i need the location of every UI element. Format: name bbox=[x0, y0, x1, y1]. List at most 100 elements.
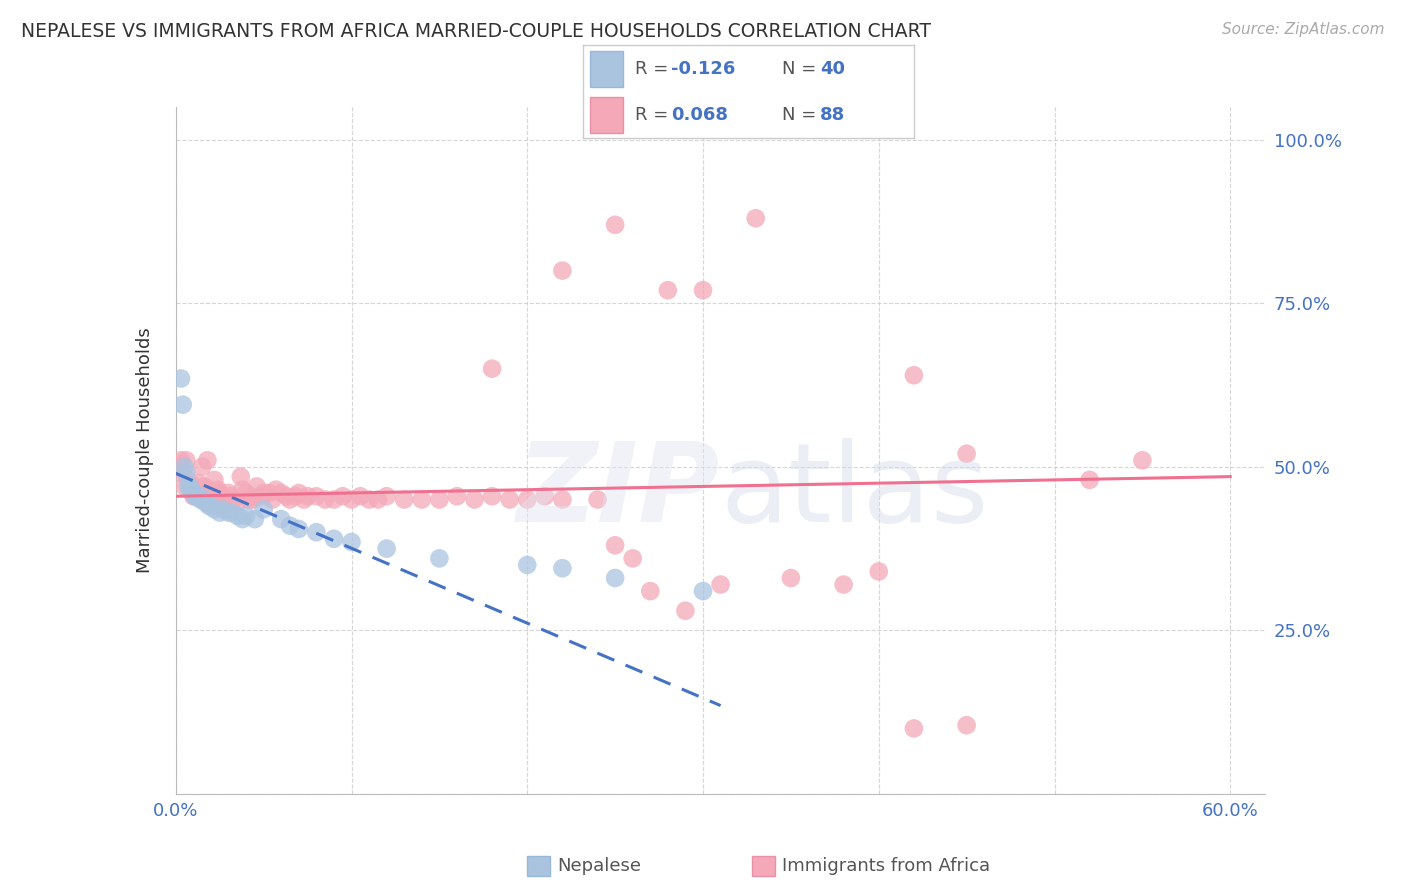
Point bbox=[212, 492, 235, 507]
Point bbox=[586, 492, 609, 507]
Point bbox=[605, 571, 627, 585]
Text: -0.126: -0.126 bbox=[671, 60, 735, 78]
Point bbox=[551, 561, 574, 575]
Point bbox=[868, 565, 890, 579]
Point bbox=[340, 492, 363, 507]
Point bbox=[194, 489, 217, 503]
Point bbox=[217, 506, 239, 520]
Point bbox=[257, 486, 280, 500]
Point bbox=[832, 577, 855, 591]
Point bbox=[221, 506, 243, 520]
Point bbox=[226, 496, 249, 510]
Point bbox=[446, 489, 468, 503]
Point bbox=[180, 483, 202, 497]
Text: N =: N = bbox=[782, 60, 821, 78]
Point bbox=[207, 483, 229, 497]
Point bbox=[179, 479, 201, 493]
Point bbox=[198, 483, 221, 497]
Point bbox=[551, 492, 574, 507]
Point bbox=[278, 518, 301, 533]
Point bbox=[201, 492, 224, 507]
Point bbox=[779, 571, 801, 585]
Point bbox=[745, 211, 768, 226]
Point bbox=[349, 489, 371, 503]
Point bbox=[288, 522, 311, 536]
Point bbox=[222, 492, 245, 507]
Point bbox=[903, 722, 925, 736]
Point bbox=[184, 489, 207, 503]
Point bbox=[231, 512, 254, 526]
Text: R =: R = bbox=[634, 106, 673, 124]
Point bbox=[692, 283, 714, 297]
Point bbox=[169, 459, 191, 474]
Point bbox=[292, 492, 315, 507]
Point bbox=[219, 489, 242, 503]
Point bbox=[172, 467, 194, 481]
Point bbox=[323, 492, 346, 507]
Point bbox=[427, 492, 450, 507]
Point bbox=[464, 492, 486, 507]
Point bbox=[270, 486, 292, 500]
Point bbox=[193, 479, 215, 493]
Text: Source: ZipAtlas.com: Source: ZipAtlas.com bbox=[1222, 22, 1385, 37]
Point bbox=[956, 447, 979, 461]
Point bbox=[1078, 473, 1101, 487]
Point bbox=[200, 486, 222, 500]
Point bbox=[204, 502, 226, 516]
Point bbox=[242, 492, 264, 507]
Point bbox=[208, 486, 231, 500]
Point bbox=[179, 476, 201, 491]
Point bbox=[243, 512, 266, 526]
Point bbox=[1132, 453, 1154, 467]
Point bbox=[180, 483, 202, 497]
Text: ZIP: ZIP bbox=[517, 438, 721, 545]
Point bbox=[170, 453, 193, 467]
Point bbox=[191, 459, 214, 474]
Point bbox=[297, 489, 319, 503]
Point bbox=[188, 483, 212, 497]
Point bbox=[605, 218, 627, 232]
Text: atlas: atlas bbox=[721, 438, 988, 545]
Point bbox=[956, 718, 979, 732]
Text: 88: 88 bbox=[820, 106, 845, 124]
Point bbox=[174, 453, 197, 467]
Point bbox=[214, 492, 236, 507]
Point bbox=[184, 489, 207, 503]
Point bbox=[710, 577, 733, 591]
Point bbox=[253, 502, 276, 516]
Point bbox=[270, 512, 292, 526]
Point bbox=[323, 532, 346, 546]
Point bbox=[172, 398, 194, 412]
Point bbox=[186, 489, 208, 503]
Point bbox=[394, 492, 416, 507]
Point bbox=[195, 496, 219, 510]
Text: 0.068: 0.068 bbox=[671, 106, 728, 124]
Point bbox=[183, 489, 205, 503]
Point bbox=[903, 368, 925, 383]
Point bbox=[481, 489, 503, 503]
Point bbox=[288, 486, 311, 500]
Point bbox=[657, 283, 679, 297]
Point bbox=[375, 489, 398, 503]
Point bbox=[314, 492, 336, 507]
Point bbox=[226, 508, 249, 523]
Point bbox=[239, 492, 262, 507]
Text: 40: 40 bbox=[820, 60, 845, 78]
Point bbox=[212, 502, 235, 516]
Point bbox=[229, 469, 252, 483]
Point bbox=[516, 558, 538, 572]
Point bbox=[276, 489, 298, 503]
Point bbox=[211, 489, 233, 503]
Point bbox=[177, 479, 200, 493]
Point bbox=[516, 492, 538, 507]
Point bbox=[621, 551, 644, 566]
Point bbox=[551, 263, 574, 277]
Point bbox=[193, 492, 215, 507]
Point bbox=[605, 538, 627, 552]
Point bbox=[200, 499, 222, 513]
Text: N =: N = bbox=[782, 106, 821, 124]
Text: NEPALESE VS IMMIGRANTS FROM AFRICA MARRIED-COUPLE HOUSEHOLDS CORRELATION CHART: NEPALESE VS IMMIGRANTS FROM AFRICA MARRI… bbox=[21, 22, 931, 41]
Point bbox=[305, 489, 328, 503]
Point bbox=[675, 604, 697, 618]
Text: R =: R = bbox=[634, 60, 673, 78]
